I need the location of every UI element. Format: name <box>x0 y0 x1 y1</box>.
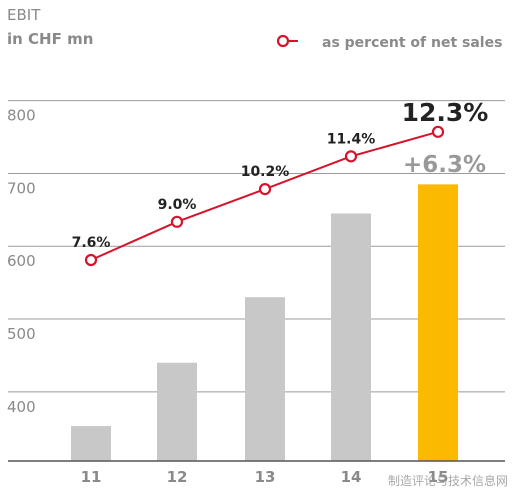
x-tick-label: 14 <box>341 468 362 486</box>
percent-labels: 7.6% 9.0% 10.2% 11.4% 12.3% <box>72 98 489 251</box>
y-tick-label: 400 <box>7 398 36 416</box>
percent-point <box>344 150 358 163</box>
y-tick-label: 500 <box>7 325 36 343</box>
percent-data-label: 10.2% <box>241 164 290 180</box>
bar <box>418 184 458 462</box>
x-tick-label: 15 <box>428 468 449 486</box>
chart-subtitle: in CHF mn <box>7 30 93 48</box>
chart-title: EBIT <box>7 6 41 24</box>
legend-label: as percent of net sales <box>322 35 502 51</box>
x-tick-label: 12 <box>167 468 188 486</box>
bar <box>71 426 111 461</box>
watermark: 制造评论与技术信息网 <box>388 473 508 488</box>
percent-line-series <box>84 125 445 267</box>
bar <box>331 213 371 461</box>
legend: as percent of net sales <box>276 34 502 51</box>
x-tick-label: 13 <box>255 468 276 486</box>
percent-point <box>84 253 98 267</box>
percent-line <box>90 130 439 261</box>
bar <box>157 362 197 461</box>
y-axis-labels: 400 500 600 700 800 <box>7 107 36 416</box>
bar <box>245 297 285 461</box>
bars <box>71 184 458 462</box>
percent-data-label: 12.3% <box>402 98 489 127</box>
percent-point <box>258 182 272 196</box>
percent-data-label: 7.6% <box>72 235 111 251</box>
legend-marker-swatch <box>276 34 290 48</box>
growth-annotation: +6.3% <box>403 152 486 178</box>
percent-point <box>431 125 445 138</box>
y-tick-label: 600 <box>7 252 36 270</box>
y-tick-label: 800 <box>7 107 36 125</box>
percent-point <box>170 215 184 228</box>
x-tick-label: 11 <box>81 468 102 486</box>
y-tick-label: 700 <box>7 179 36 197</box>
percent-data-label: 9.0% <box>158 197 197 213</box>
x-axis-labels: 11 12 13 14 15 <box>81 468 449 486</box>
percent-data-label: 11.4% <box>327 131 376 147</box>
